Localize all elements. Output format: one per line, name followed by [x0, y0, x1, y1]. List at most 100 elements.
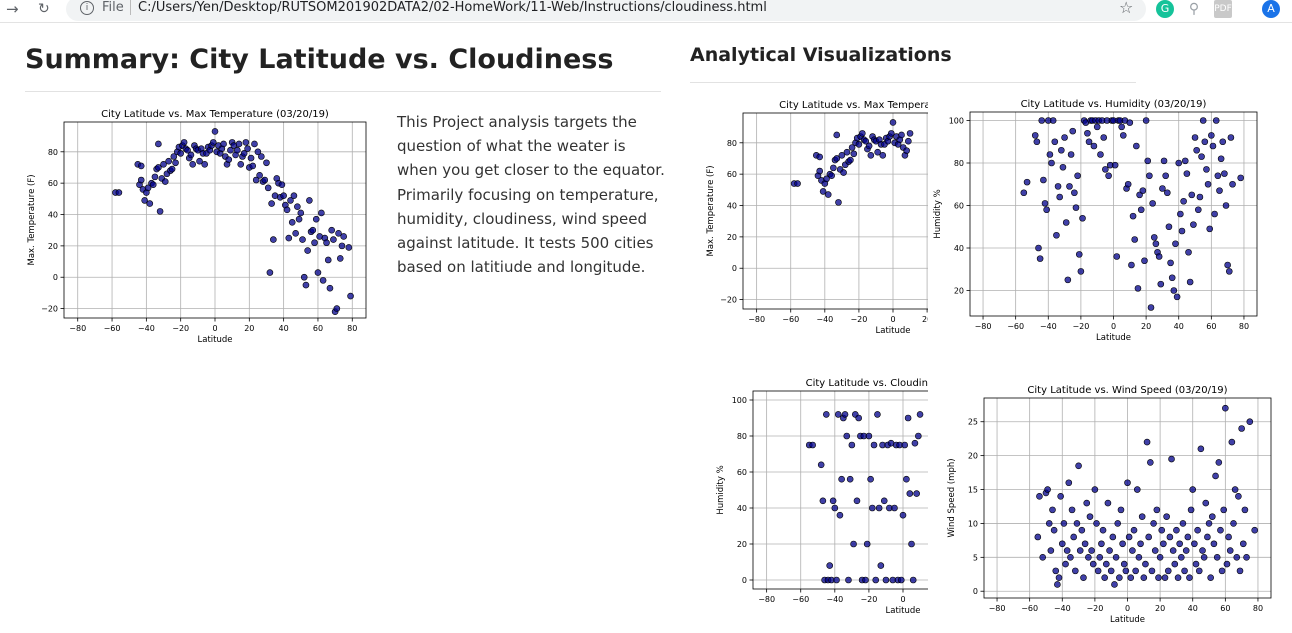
- data-point: [1034, 533, 1042, 541]
- address-bar[interactable]: i File C:/Users/Yen/Desktop/RUTSOM201902…: [66, 0, 1146, 21]
- data-point: [1050, 526, 1058, 534]
- x-tick-label: −60: [792, 595, 809, 604]
- data-point: [869, 504, 876, 512]
- scatter-points: [112, 128, 354, 316]
- data-point: [1036, 493, 1043, 500]
- x-tick-label: −80: [748, 315, 765, 324]
- x-tick-label: −20: [860, 595, 877, 604]
- data-point: [1238, 425, 1245, 432]
- data-point: [809, 441, 816, 449]
- search-extension-icon[interactable]: ⚲: [1188, 1, 1200, 17]
- data-point: [1157, 280, 1165, 288]
- data-point: [836, 511, 844, 519]
- data-point: [1191, 540, 1198, 548]
- data-point: [1170, 287, 1178, 294]
- x-tick-label: 80: [347, 324, 357, 333]
- mini-cloudiness-plot[interactable]: −80−60−40−20020406080020406080100City La…: [708, 375, 928, 625]
- scatter-points: [805, 411, 924, 584]
- data-point: [247, 154, 255, 162]
- y-tick-label: 80: [48, 148, 58, 157]
- chart-title: City Latitude vs. Max Temperature (03/20…: [101, 109, 329, 120]
- y-tick-label: 100: [949, 117, 964, 126]
- data-point: [1129, 212, 1137, 220]
- data-point: [1239, 540, 1247, 548]
- url-text[interactable]: C:/Users/Yen/Desktop/RUTSOM201902DATA2/0…: [138, 0, 767, 15]
- data-point: [1196, 193, 1204, 201]
- data-point: [898, 131, 905, 139]
- data-point: [1102, 166, 1109, 173]
- data-point: [904, 414, 912, 422]
- data-point: [1187, 506, 1195, 514]
- data-point: [252, 176, 260, 184]
- data-point: [309, 226, 317, 234]
- data-point: [1217, 526, 1224, 534]
- mini-wind-speed-plot[interactable]: −80 −60 −40 −20 0 20 40 60 80 0 5 10 15 20 25 City Lati…: [942, 380, 1278, 630]
- data-point: [817, 461, 825, 469]
- data-point: [1214, 172, 1222, 180]
- y-tick-label: 20: [48, 242, 58, 251]
- data-point: [177, 150, 184, 157]
- data-point: [1056, 193, 1063, 201]
- data-point: [1179, 520, 1187, 527]
- data-point: [227, 146, 234, 154]
- data-point: [1080, 574, 1087, 581]
- data-point: [1124, 479, 1131, 487]
- star-icon[interactable]: ☆: [1119, 0, 1134, 17]
- data-point: [1036, 255, 1044, 262]
- data-point: [1192, 560, 1200, 568]
- data-point: [1184, 533, 1192, 541]
- x-tick-label: 20: [1155, 604, 1165, 613]
- grammarly-icon[interactable]: G: [1156, 0, 1174, 18]
- data-point: [1071, 189, 1078, 197]
- data-point: [911, 439, 919, 447]
- reload-icon[interactable]: ↻: [38, 1, 50, 17]
- data-point: [160, 161, 167, 168]
- pdf-extension-icon[interactable]: PDF: [1214, 0, 1232, 18]
- y-tick-label: 60: [737, 468, 747, 477]
- data-point: [1148, 567, 1156, 575]
- plot-grid: [966, 112, 1257, 320]
- data-point: [833, 155, 841, 162]
- data-point: [1104, 499, 1112, 507]
- scatter-points: [790, 119, 914, 206]
- data-point: [859, 130, 866, 137]
- data-point: [1039, 554, 1047, 561]
- data-point: [326, 284, 334, 292]
- data-point: [323, 239, 330, 247]
- data-point: [156, 208, 164, 215]
- data-point: [1053, 231, 1060, 239]
- data-point: [843, 148, 851, 156]
- data-point: [913, 490, 920, 497]
- data-point: [1230, 520, 1237, 527]
- data-point: [1133, 142, 1140, 150]
- data-point: [1229, 180, 1236, 188]
- mini-humidity-plot[interactable]: −80 −60 −40 −20 0 20 40 60 80 20 40 60 80 100 City Lat…: [924, 95, 1260, 345]
- info-icon[interactable]: i: [80, 1, 94, 15]
- max-temperature-plot[interactable]: −80 −60 −40 −20 0 20 40 60 80 −20 0 20 40 60 80 City La…: [18, 100, 368, 350]
- profile-avatar-icon[interactable]: A: [1262, 0, 1280, 18]
- data-point: [826, 562, 834, 569]
- back-arrow-icon[interactable]: →: [6, 0, 19, 18]
- data-point: [1189, 486, 1197, 493]
- x-tick-label: −20: [1086, 604, 1103, 613]
- data-point: [1236, 567, 1244, 575]
- y-tick-label: 20: [737, 540, 747, 549]
- data-point: [1235, 493, 1242, 500]
- data-point: [1117, 506, 1125, 514]
- data-point: [302, 281, 310, 289]
- data-point: [1186, 278, 1194, 286]
- data-point: [916, 411, 924, 418]
- data-point: [1165, 223, 1173, 231]
- data-point: [1208, 132, 1215, 139]
- data-point: [1109, 533, 1117, 541]
- data-point: [1183, 170, 1191, 177]
- data-point: [151, 173, 159, 181]
- data-point: [819, 188, 827, 195]
- data-point: [833, 131, 841, 139]
- y-tick-label: 100: [732, 396, 747, 405]
- data-point: [1155, 574, 1162, 581]
- data-point: [1217, 155, 1225, 163]
- data-point: [1223, 560, 1231, 568]
- data-point: [846, 475, 854, 483]
